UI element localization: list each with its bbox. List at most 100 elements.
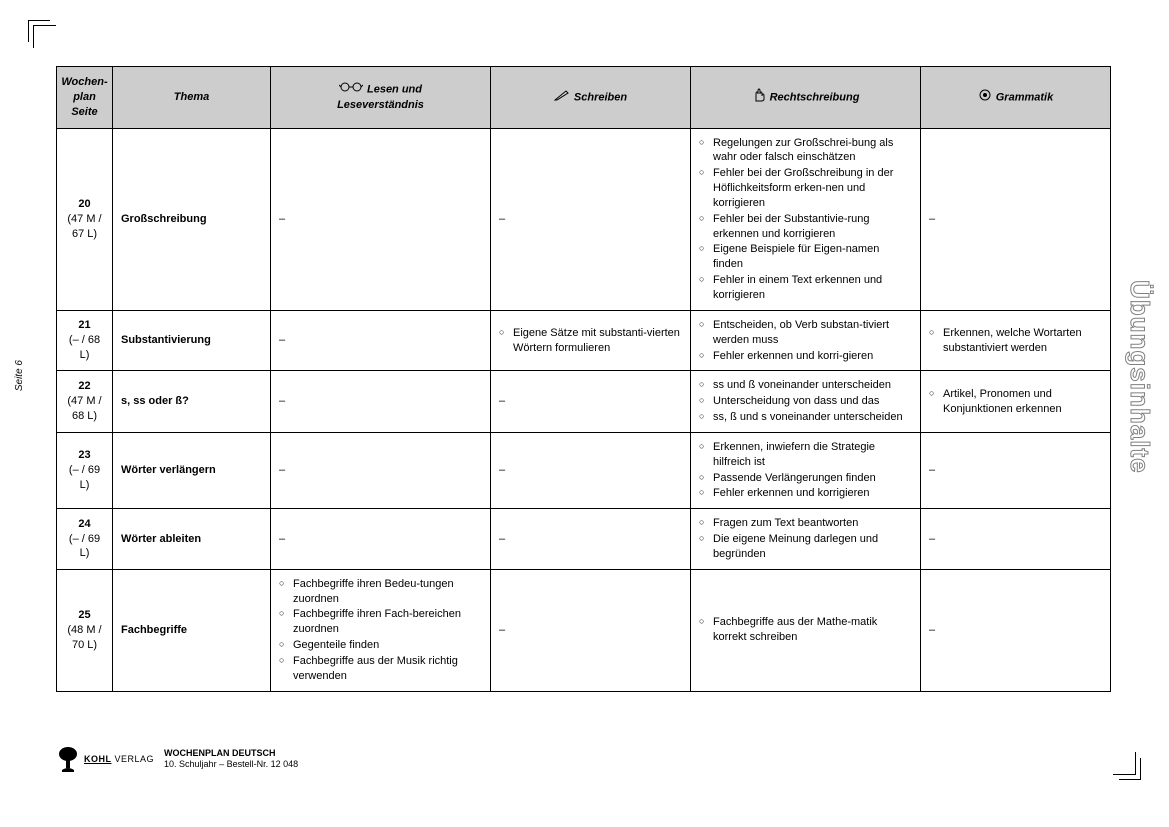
cell-thema: Wörter verlängern [113,432,271,508]
footer-title: WOCHENPLAN DEUTSCH [164,748,298,759]
cell-lesen: Fachbegriffe ihren Bedeu-tungen zuordnen… [271,569,491,691]
list-item: Erkennen, inwiefern die Strategie hilfre… [699,440,912,470]
item-list: Artikel, Pronomen und Konjunktionen erke… [929,387,1102,417]
cell-recht: Erkennen, inwiefern die Strategie hilfre… [691,432,921,508]
cell-seite: 20(47 M / 67 L) [57,128,113,310]
cell-schreiben: – [491,128,691,310]
page-ref: (– / 68 L) [65,333,104,363]
cell-recht: Fragen zum Text beantwortenDie eigene Me… [691,509,921,570]
cell-gram: Artikel, Pronomen und Konjunktionen erke… [921,371,1111,433]
corner-top-left [28,20,50,42]
list-item: Passende Verlängerungen finden [699,471,912,486]
page-frame: Übungsinhalte Seite 6 Wochen- plan Seite… [28,20,1141,780]
page-ref: (47 M / 67 L) [65,212,104,242]
item-list: Erkennen, welche Wortarten substantivier… [929,326,1102,356]
page-ref: (47 M / 68 L) [65,394,104,424]
cell-gram: – [921,128,1111,310]
list-item: Eigene Sätze mit substanti-vierten Wörte… [499,326,682,356]
plan-number: 20 [65,197,104,212]
cell-lesen: – [271,371,491,433]
cell-thema: Fachbegriffe [113,569,271,691]
cell-seite: 24(– / 69 L) [57,509,113,570]
item-list: Erkennen, inwiefern die Strategie hilfre… [699,440,912,501]
list-item: Fehler erkennen und korri-gieren [699,349,912,364]
cell-gram: – [921,569,1111,691]
list-item: Fachbegriffe aus der Mathe-matik korrekt… [699,615,912,645]
list-item: Fehler bei der Substantivie-rung erkenne… [699,212,912,242]
item-list: Fachbegriffe ihren Bedeu-tungen zuordnen… [279,577,482,684]
page-number-label: Seite 6 [14,360,25,391]
header-schreiben-text: Schreiben [574,91,627,103]
plan-number: 23 [65,448,104,463]
plan-number: 24 [65,517,104,532]
list-item: Erkennen, welche Wortarten substantivier… [929,326,1102,356]
list-item: ss und ß voneinander unterscheiden [699,378,912,393]
list-item: Die eigene Meinung darlegen und begründe… [699,532,912,562]
table-row: 20(47 M / 67 L)Großschreibung––Regelunge… [57,128,1111,310]
header-schreiben: Schreiben [491,67,691,129]
item-list: Eigene Sätze mit substanti-vierten Wörte… [499,326,682,356]
list-item: Entscheiden, ob Verb substan-tiviert wer… [699,318,912,348]
glasses-icon [339,81,363,98]
table-row: 24(– / 69 L)Wörter ableiten––Fragen zum … [57,509,1111,570]
list-item: Fehler erkennen und korrigieren [699,486,912,501]
item-list: Regelungen zur Großschrei-bung als wahr … [699,136,912,303]
publisher-name: KOHL VERLAG [84,754,154,764]
page-ref: (– / 69 L) [65,532,104,562]
cell-recht: Entscheiden, ob Verb substan-tiviert wer… [691,310,921,371]
cell-lesen: – [271,128,491,310]
list-item: Fachbegriffe aus der Musik richtig verwe… [279,654,482,684]
table-row: 22(47 M / 68 L)s, ss oder ß?––ss und ß v… [57,371,1111,433]
table-header-row: Wochen- plan Seite Thema Lesen und Lesev… [57,67,1111,129]
cell-schreiben: – [491,371,691,433]
cell-recht: Regelungen zur Großschrei-bung als wahr … [691,128,921,310]
list-item: Fachbegriffe ihren Fach-bereichen zuordn… [279,607,482,637]
cell-gram: Erkennen, welche Wortarten substantivier… [921,310,1111,371]
list-item: Fachbegriffe ihren Bedeu-tungen zuordnen [279,577,482,607]
list-item: ss, ß und s voneinander unterscheiden [699,410,912,425]
plan-number: 22 [65,379,104,394]
item-list: Fachbegriffe aus der Mathe-matik korrekt… [699,615,912,645]
cell-lesen: – [271,432,491,508]
cell-thema: Wörter ableiten [113,509,271,570]
header-gram: Grammatik [921,67,1111,129]
cell-lesen: – [271,509,491,570]
list-item: Regelungen zur Großschrei-bung als wahr … [699,136,912,166]
tree-icon [56,746,80,772]
list-item: Gegenteile finden [279,638,482,653]
footer-text: WOCHENPLAN DEUTSCH 10. Schuljahr – Beste… [164,748,298,770]
cell-gram: – [921,432,1111,508]
cell-seite: 21(– / 68 L) [57,310,113,371]
page-ref: (48 M / 70 L) [65,623,104,653]
list-item: Fragen zum Text beantworten [699,516,912,531]
list-item: Fehler in einem Text erkennen und korrig… [699,273,912,303]
header-recht-text: Rechtschreibung [770,91,860,103]
footer-subtitle: 10. Schuljahr – Bestell-Nr. 12 048 [164,759,298,770]
plan-number: 21 [65,318,104,333]
cell-lesen: – [271,310,491,371]
header-seite-text: Wochen- plan Seite [61,76,107,118]
cell-seite: 22(47 M / 68 L) [57,371,113,433]
cell-thema: s, ss oder ß? [113,371,271,433]
cell-schreiben: – [491,509,691,570]
table-row: 21(– / 68 L)Substantivierung–Eigene Sätz… [57,310,1111,371]
table-row: 25(48 M / 70 L)FachbegriffeFachbegriffe … [57,569,1111,691]
item-list: Fragen zum Text beantwortenDie eigene Me… [699,516,912,562]
header-gram-text: Grammatik [996,91,1053,103]
header-thema: Thema [113,67,271,129]
header-seite: Wochen- plan Seite [57,67,113,129]
publisher-logo: KOHL VERLAG [56,746,154,772]
cell-recht: Fachbegriffe aus der Mathe-matik korrekt… [691,569,921,691]
page-ref: (– / 69 L) [65,463,104,493]
cell-gram: – [921,509,1111,570]
cell-seite: 23(– / 69 L) [57,432,113,508]
pencil-icon [554,89,570,106]
plan-number: 25 [65,608,104,623]
list-item: Unterscheidung von dass und das [699,394,912,409]
section-title-vertical: Übungsinhalte [1124,280,1155,474]
cell-schreiben: – [491,432,691,508]
corner-bottom-right [1119,758,1141,780]
target-icon [978,88,992,107]
cell-thema: Substantivierung [113,310,271,371]
list-item: Fehler bei der Großschreibung in der Höf… [699,166,912,211]
